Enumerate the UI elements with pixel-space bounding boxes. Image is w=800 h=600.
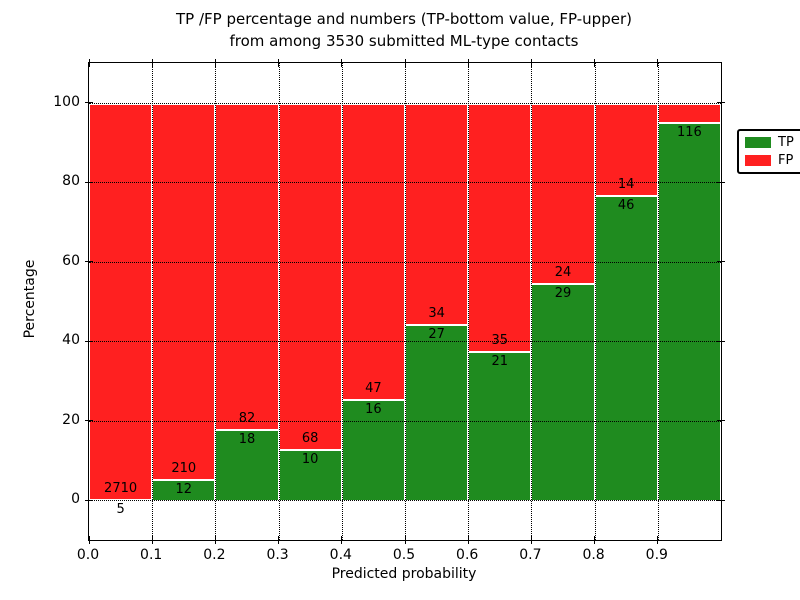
y-tick-mark <box>85 499 93 501</box>
x-tick-label: 0.2 <box>203 547 226 563</box>
x-tick-label: 0.5 <box>392 547 416 563</box>
bar-segment-tp <box>405 324 469 501</box>
y-tick-mark-right <box>717 102 725 104</box>
bar-segment-tp <box>531 282 595 501</box>
x-tick-mark-top <box>467 59 469 67</box>
x-tick-mark-top <box>151 59 153 67</box>
y-tick-mark <box>85 420 93 422</box>
y-tick-label: 60 <box>62 252 80 269</box>
bar-segment-fp <box>657 102 721 123</box>
bar-segment-tp <box>215 428 279 501</box>
x-tick-mark <box>278 536 280 544</box>
x-tick-label: 0.6 <box>456 547 479 563</box>
y-tick-label: 0 <box>71 491 80 508</box>
x-tick-mark-top <box>657 59 659 67</box>
y-tick-label: 100 <box>53 93 80 110</box>
bar-segment-tp <box>152 478 216 501</box>
y-tick-mark-right <box>717 340 725 342</box>
x-tick-mark <box>341 536 343 544</box>
y-tick-label: 40 <box>62 332 80 349</box>
x-tick-mark <box>404 536 406 544</box>
bar-segment-tp <box>468 351 532 501</box>
y-tick-mark-right <box>717 261 725 263</box>
bar-segment-tp <box>341 399 405 501</box>
legend-label-tp: TP <box>778 135 794 150</box>
x-tick-mark <box>467 536 469 544</box>
bar-segment-fp <box>215 102 279 429</box>
x-tick-mark-top <box>530 59 532 67</box>
x-axis-title: Predicted probability <box>331 566 477 582</box>
bar-segment-tp <box>278 449 342 501</box>
legend-item-fp: FP <box>745 154 800 167</box>
x-tick-label: 0.1 <box>140 547 163 563</box>
x-tick-mark-top <box>88 59 90 67</box>
y-tick-mark <box>85 261 93 263</box>
x-tick-mark <box>530 536 532 544</box>
legend: TP FP <box>737 129 800 174</box>
x-tick-mark <box>214 536 216 544</box>
y-tick-mark-right <box>717 499 725 501</box>
bar-segment-tp <box>594 195 658 501</box>
bar-segment-fp <box>594 102 658 196</box>
bar-segment-fp <box>468 102 532 352</box>
y-tick-mark-right <box>717 181 725 183</box>
x-tick-mark-top <box>214 59 216 67</box>
x-tick-mark <box>594 536 596 544</box>
legend-item-tp: TP <box>745 136 800 149</box>
y-axis-title: Percentage <box>22 259 38 339</box>
bar-segment-fp <box>531 102 595 283</box>
x-tick-label: 0.0 <box>76 547 100 563</box>
x-tick-mark <box>657 536 659 544</box>
bar-segment-fp <box>152 102 216 479</box>
y-tick-mark <box>85 340 93 342</box>
y-tick-mark-right <box>717 420 725 422</box>
x-tick-mark-top <box>594 59 596 67</box>
legend-label-fp: FP <box>778 153 794 168</box>
y-tick-label: 80 <box>62 173 80 190</box>
bar-segment-fp <box>341 102 405 400</box>
bar-segment-tp <box>657 122 721 501</box>
x-tick-mark-top <box>404 59 406 67</box>
x-tick-label: 0.4 <box>329 547 352 563</box>
chart-title-line1: TP /FP percentage and numbers (TP-bottom… <box>176 10 632 28</box>
y-tick-label: 20 <box>62 411 80 428</box>
x-tick-mark-top <box>341 59 343 67</box>
x-tick-label: 0.9 <box>645 547 668 563</box>
x-tick-mark <box>88 536 90 544</box>
chart-title: TP /FP percentage and numbers (TP-bottom… <box>88 8 720 52</box>
bar-segment-fp <box>89 102 153 500</box>
tp-value-label: 5 <box>116 502 125 518</box>
bar-segment-tp <box>89 499 153 502</box>
legend-swatch-tp-icon <box>745 137 771 148</box>
x-tick-label: 0.8 <box>582 547 605 563</box>
x-tick-mark-top <box>278 59 280 67</box>
x-tick-mark <box>151 536 153 544</box>
legend-swatch-fp-icon <box>745 155 771 166</box>
bar-segment-fp <box>278 102 342 450</box>
x-tick-label: 0.7 <box>519 547 542 563</box>
gridline-horizontal <box>89 500 721 502</box>
chart-title-line2: from among 3530 submitted ML-type contac… <box>229 32 579 50</box>
bar-segment-fp <box>405 102 469 325</box>
plot-area: 2710 5 210 12 82 18 68 10 47 16 34 27 35 21 24 29 14 46 11… <box>85 59 800 544</box>
x-tick-label: 0.3 <box>266 547 289 563</box>
y-tick-mark <box>85 181 93 183</box>
y-tick-mark <box>85 102 93 104</box>
